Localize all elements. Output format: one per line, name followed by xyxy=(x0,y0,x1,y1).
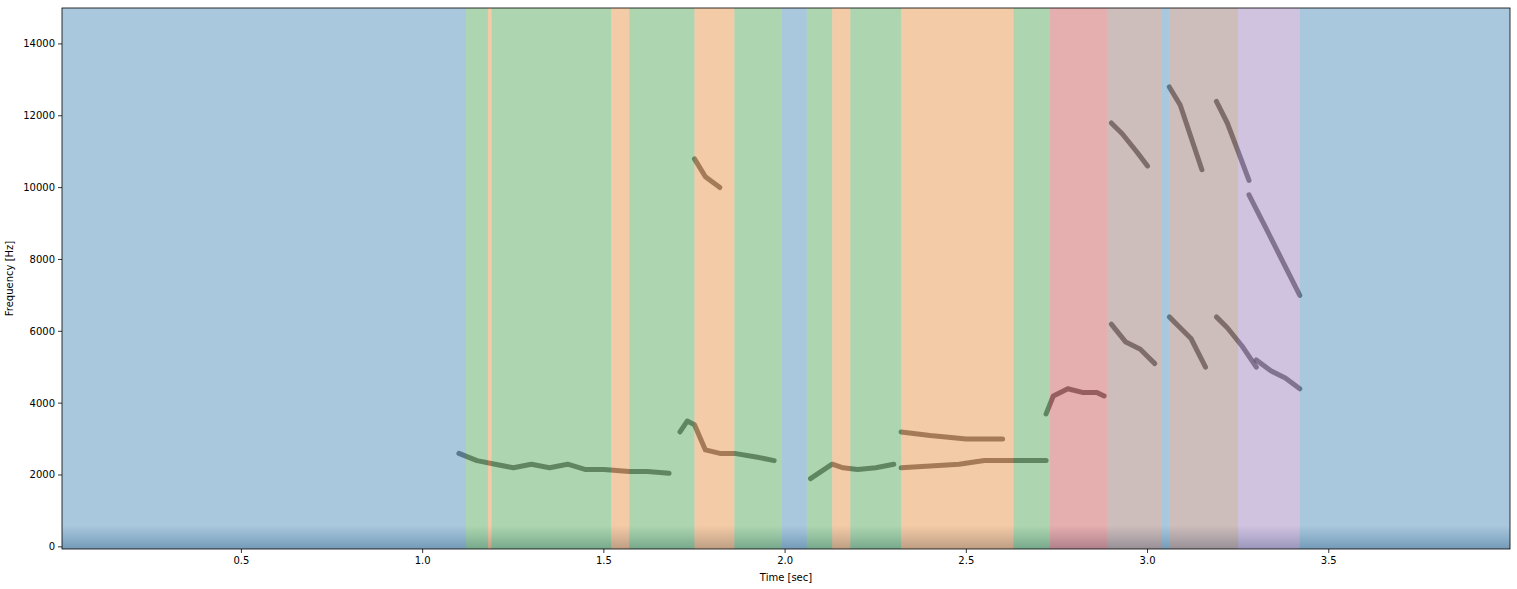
x-tick xyxy=(966,549,967,553)
y-tick xyxy=(58,403,62,404)
y-tick xyxy=(58,115,62,116)
segment xyxy=(466,8,488,549)
x-axis-label: Time [sec] xyxy=(759,572,812,583)
x-tick xyxy=(422,549,423,553)
segment xyxy=(1108,8,1162,549)
segment xyxy=(698,8,734,549)
y-tick xyxy=(58,331,62,332)
x-tick-label: 2.5 xyxy=(958,555,974,566)
segment xyxy=(1013,8,1049,549)
x-tick xyxy=(241,549,242,553)
segment xyxy=(1162,8,1169,549)
segment xyxy=(1238,8,1300,549)
segment xyxy=(1050,8,1108,549)
segment xyxy=(1169,8,1238,549)
segment xyxy=(807,8,832,549)
x-tick-label: 0.5 xyxy=(233,555,249,566)
x-tick xyxy=(785,549,786,553)
y-tick-label: 12000 xyxy=(23,110,55,121)
segment xyxy=(62,8,466,549)
x-tick xyxy=(1147,549,1148,553)
segment xyxy=(832,8,850,549)
y-tick-label: 2000 xyxy=(30,469,55,480)
plot-area xyxy=(62,8,1510,549)
y-tick-label: 10000 xyxy=(23,182,55,193)
y-tick-label: 4000 xyxy=(30,398,55,409)
y-tick-label: 14000 xyxy=(23,38,55,49)
y-tick-label: 8000 xyxy=(30,254,55,265)
y-tick xyxy=(58,474,62,475)
segment xyxy=(611,8,629,549)
chart: 0.5 1.0 1.5 2.0 2.5 3.0 3.5 0 2000 4000 6000 8000 10… xyxy=(0,0,1517,589)
y-tick xyxy=(58,187,62,188)
x-tick-label: 1.0 xyxy=(415,555,431,566)
segment xyxy=(492,8,612,549)
x-tick-label: 3.0 xyxy=(1140,555,1156,566)
segment xyxy=(781,8,806,549)
y-axis-label: Frequency [Hz] xyxy=(4,241,15,317)
segment xyxy=(901,8,1013,549)
y-tick xyxy=(58,546,62,547)
x-tick-label: 3.5 xyxy=(1321,555,1337,566)
x-tick-label: 1.5 xyxy=(596,555,612,566)
x-tick xyxy=(603,549,604,553)
y-tick xyxy=(58,43,62,44)
background xyxy=(62,8,1510,549)
segment xyxy=(850,8,901,549)
segment xyxy=(734,8,781,549)
segment xyxy=(629,8,694,549)
frame xyxy=(62,8,1510,549)
y-tick-label: 0 xyxy=(49,541,55,552)
x-tick xyxy=(1328,549,1329,553)
segment xyxy=(694,8,698,549)
segment xyxy=(1300,8,1510,549)
y-tick xyxy=(58,259,62,260)
y-tick-label: 6000 xyxy=(30,326,55,337)
x-tick-label: 2.0 xyxy=(777,555,793,566)
segment xyxy=(488,8,492,549)
